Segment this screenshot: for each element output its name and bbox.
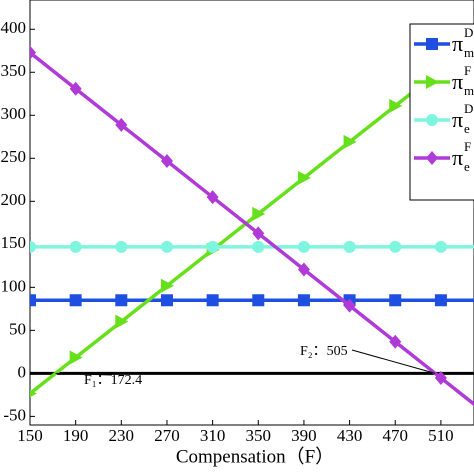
marker — [30, 389, 37, 398]
annotation-arrow — [351, 349, 436, 374]
x-tick-label: 310 — [200, 426, 226, 445]
marker — [69, 350, 83, 365]
marker — [343, 134, 357, 149]
marker — [206, 294, 219, 307]
legend-label: π — [452, 107, 463, 132]
y-tick-label: 50 — [9, 319, 26, 338]
x-axis-label: Compensation（F） — [176, 445, 334, 467]
marker — [297, 294, 310, 307]
marker — [115, 314, 129, 329]
legend-sub: e — [464, 121, 470, 136]
marker — [160, 154, 173, 169]
marker — [115, 117, 128, 132]
legend-marker — [426, 38, 438, 50]
marker — [160, 294, 173, 307]
y-tick-label: 200 — [1, 190, 27, 209]
x-tick-label: 350 — [246, 426, 272, 445]
marker — [389, 240, 402, 253]
plot-area — [30, 41, 474, 407]
legend-box — [409, 23, 474, 201]
marker — [297, 170, 311, 185]
marker — [69, 294, 82, 307]
marker — [30, 294, 36, 307]
x-tick-label: 470 — [382, 426, 408, 445]
y-tick-label: 100 — [1, 276, 27, 295]
x-tick-label: 390 — [291, 426, 317, 445]
annotation: F₁：172.4 — [84, 373, 142, 388]
y-tick-label: 0 — [18, 362, 27, 381]
y-tick-label: 250 — [1, 147, 27, 166]
marker — [160, 278, 174, 293]
marker — [434, 370, 447, 385]
legend-marker — [426, 114, 438, 126]
marker — [434, 294, 447, 307]
marker — [115, 294, 128, 307]
marker — [115, 240, 128, 253]
marker — [252, 240, 265, 253]
y-tick-label: 400 — [1, 18, 27, 37]
marker — [206, 240, 219, 253]
marker — [343, 240, 356, 253]
legend-sup: D — [464, 101, 473, 116]
x-tick-label: 430 — [337, 426, 363, 445]
marker — [297, 262, 310, 277]
legend-marker — [426, 151, 438, 165]
legend-sub: m — [464, 83, 474, 98]
legend-sup: D — [464, 25, 473, 40]
marker — [30, 240, 36, 253]
annotation: F₂：505 — [300, 344, 348, 359]
marker — [389, 98, 403, 113]
x-tick-label: 230 — [109, 426, 135, 445]
annotation-arrow — [55, 372, 113, 376]
legend-label: π — [452, 69, 463, 94]
plot-frame — [29, 0, 474, 426]
legend-sub: m — [464, 45, 474, 60]
marker — [160, 240, 173, 253]
marker — [69, 81, 82, 96]
marker — [252, 294, 265, 307]
y-tick-label: 350 — [1, 61, 27, 80]
series-line — [30, 41, 474, 395]
legend-sup: F — [464, 63, 471, 78]
y-tick-label: 150 — [1, 233, 27, 252]
x-tick-label: 150 — [17, 426, 43, 445]
legend-label: π — [452, 31, 463, 56]
y-tick-label: 300 — [1, 104, 27, 123]
legend-label: π — [452, 145, 463, 170]
legend-sub: e — [464, 159, 470, 174]
marker — [343, 298, 356, 313]
marker — [434, 240, 447, 253]
y-tick-label: -50 — [3, 405, 26, 424]
marker — [252, 226, 265, 241]
marker — [69, 240, 82, 253]
legend-sup: F — [464, 139, 471, 154]
x-tick-label: 270 — [154, 426, 180, 445]
legend-marker — [426, 75, 439, 89]
marker — [297, 240, 310, 253]
marker — [389, 334, 402, 349]
x-tick-label: 510 — [428, 426, 454, 445]
marker — [389, 294, 402, 307]
marker — [30, 45, 36, 60]
marker — [252, 206, 266, 221]
series-line — [30, 51, 474, 407]
x-tick-label: 190 — [63, 426, 89, 445]
marker — [206, 190, 219, 205]
